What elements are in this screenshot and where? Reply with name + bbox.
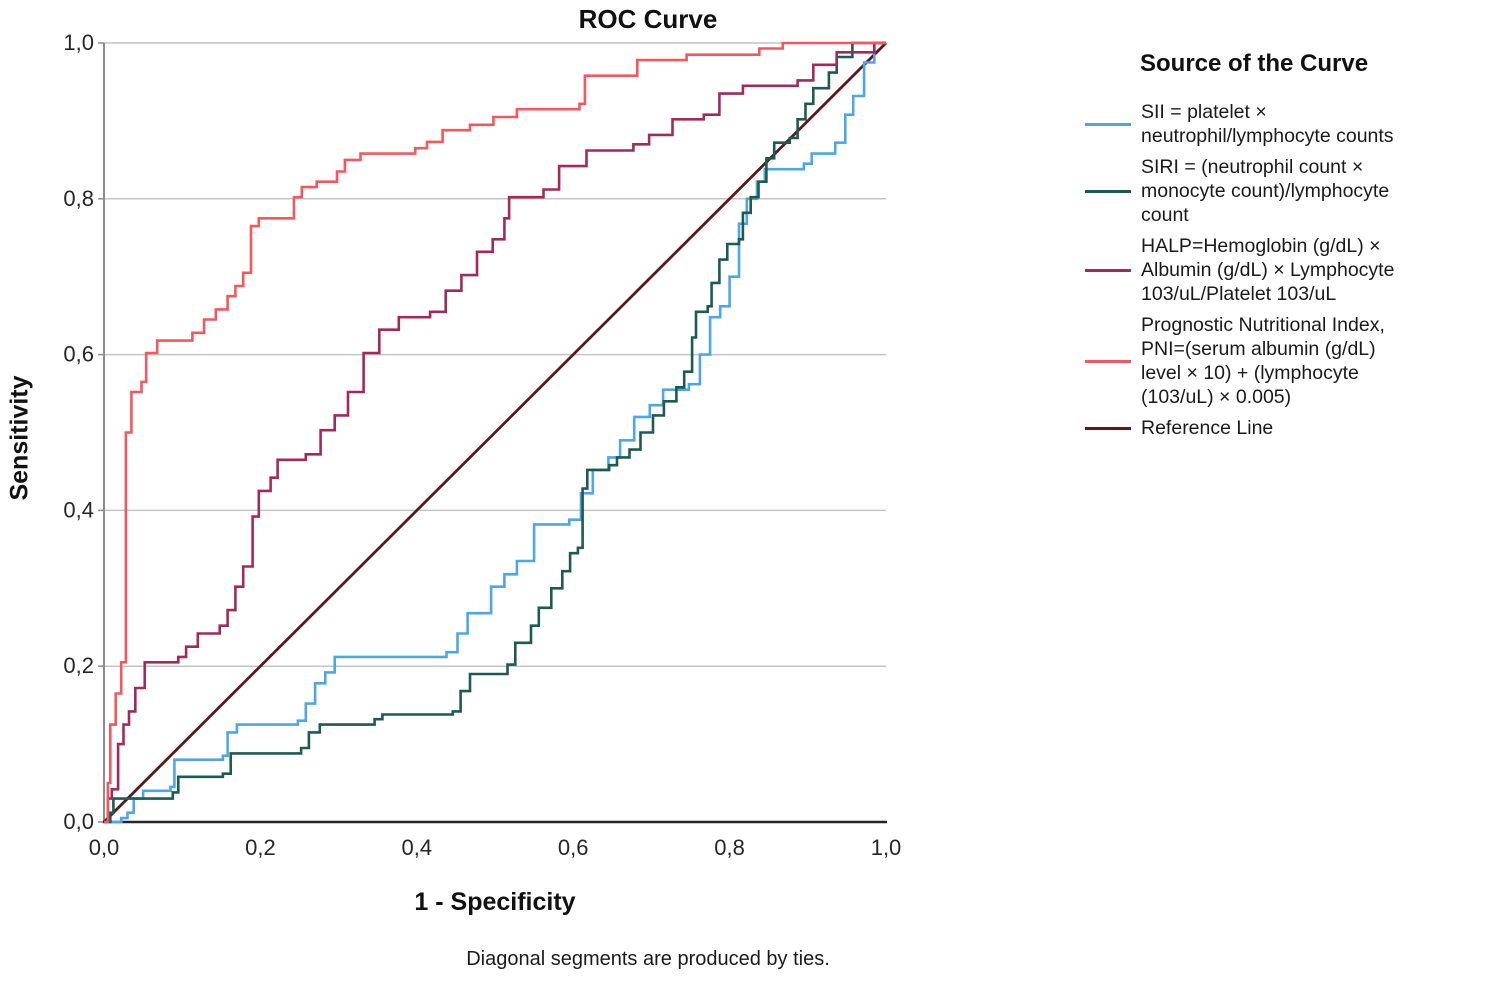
legend-swatch — [1085, 359, 1131, 363]
legend-label: SIRI = (neutrophil count × monocyte coun… — [1141, 156, 1390, 226]
y-tick-label: 0,4 — [63, 497, 94, 522]
y-tick-label: 0,0 — [63, 809, 94, 834]
legend-label: Prognostic Nutritional Index, PNI=(serum… — [1141, 314, 1385, 408]
legend-swatch — [1085, 426, 1131, 430]
x-tick-label: 0,2 — [245, 835, 276, 860]
legend-swatch — [1085, 122, 1131, 126]
legend-title: Source of the Curve — [1140, 50, 1369, 77]
y-tick-label: 0,6 — [63, 342, 94, 367]
legend-item: HALP=Hemoglobin (g/dL) × Albumin (g/dL) … — [1085, 234, 1497, 306]
x-tick-label: 0,6 — [558, 835, 589, 860]
x-tick-label: 1,0 — [871, 835, 902, 860]
y-axis-label: Sensitivity — [5, 375, 34, 501]
legend-items: SII = platelet × neutrophil/lymphocyte c… — [1085, 100, 1497, 440]
legend: Source of the Curve SII = platelet × neu… — [1085, 50, 1497, 447]
x-tick-label: 0,8 — [714, 835, 745, 860]
y-tick-label: 1,0 — [63, 30, 94, 55]
legend-label: Reference Line — [1141, 417, 1274, 439]
legend-swatch — [1085, 268, 1131, 272]
legend-item: Prognostic Nutritional Index, PNI=(serum… — [1085, 313, 1497, 409]
curve-siri — [104, 41, 886, 824]
legend-swatch — [1085, 189, 1131, 193]
y-tick-label: 0,2 — [63, 653, 94, 678]
curve-reference-line — [103, 42, 887, 823]
x-tick-label: 0,0 — [89, 835, 120, 860]
legend-label: SII = platelet × neutrophil/lymphocyte c… — [1141, 101, 1394, 147]
curve-pni — [104, 41, 886, 824]
legend-label: HALP=Hemoglobin (g/dL) × Albumin (g/dL) … — [1141, 235, 1395, 305]
curve-halp — [104, 41, 886, 824]
legend-item: SIRI = (neutrophil count × monocyte coun… — [1085, 155, 1497, 227]
x-axis-label: 1 - Specificity — [414, 888, 576, 916]
x-tick-label: 0,4 — [402, 835, 433, 860]
legend-item: SII = platelet × neutrophil/lymphocyte c… — [1085, 100, 1497, 148]
legend-item: Reference Line — [1085, 416, 1497, 440]
y-tick-label: 0,8 — [63, 186, 94, 211]
curve-sii — [104, 41, 886, 824]
footnote: Diagonal segments are produced by ties. — [466, 948, 830, 970]
chart-title: ROC Curve — [578, 4, 718, 34]
